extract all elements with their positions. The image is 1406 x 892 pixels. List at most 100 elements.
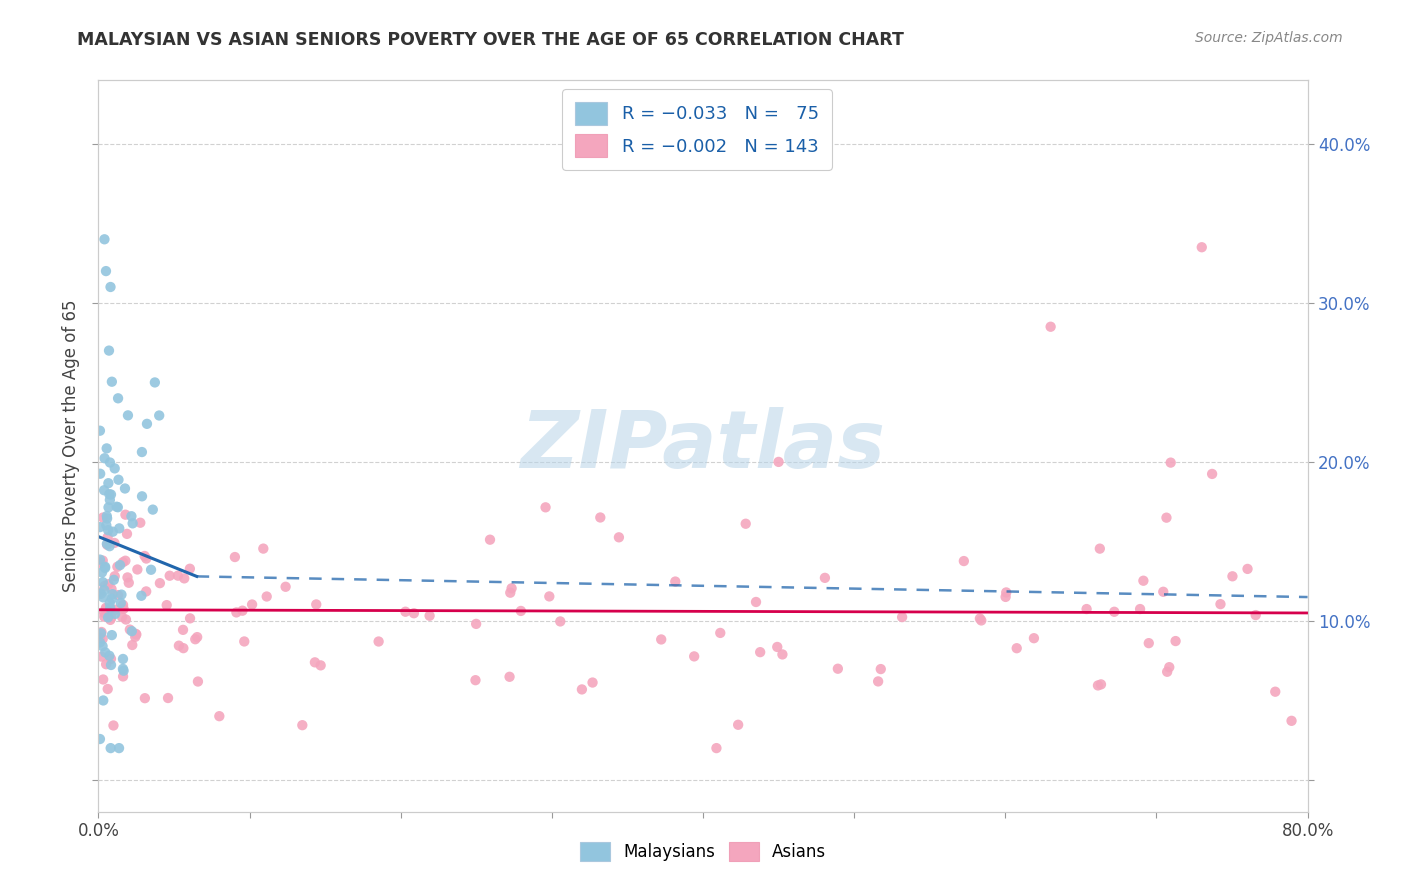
Point xyxy=(108,558,131,572)
Point xyxy=(89,731,111,746)
Point xyxy=(111,610,134,624)
Point xyxy=(402,606,425,620)
Point xyxy=(94,602,117,616)
Point xyxy=(768,455,790,469)
Point xyxy=(1088,541,1111,556)
Point xyxy=(534,500,557,515)
Point xyxy=(1191,240,1213,254)
Point xyxy=(1159,660,1181,674)
Point xyxy=(101,628,124,642)
Point xyxy=(501,582,523,596)
Point xyxy=(149,576,172,591)
Point xyxy=(89,467,111,481)
Point xyxy=(107,588,129,602)
Point xyxy=(100,280,122,294)
Text: MALAYSIAN VS ASIAN SENIORS POVERTY OVER THE AGE OF 65 CORRELATION CHART: MALAYSIAN VS ASIAN SENIORS POVERTY OVER … xyxy=(77,31,904,49)
Point xyxy=(110,588,132,602)
Point xyxy=(103,573,125,587)
Point xyxy=(650,632,672,647)
Point xyxy=(127,562,149,576)
Point xyxy=(143,376,166,390)
Point xyxy=(103,718,125,732)
Point xyxy=(94,600,117,615)
Point xyxy=(186,630,208,644)
Point xyxy=(172,623,194,637)
Point xyxy=(1160,456,1182,470)
Point xyxy=(156,598,179,612)
Point xyxy=(994,590,1017,604)
Point xyxy=(94,561,117,575)
Point xyxy=(571,682,593,697)
Point xyxy=(89,520,111,534)
Point xyxy=(108,521,131,535)
Point xyxy=(1022,631,1045,645)
Point xyxy=(224,549,246,564)
Point xyxy=(179,562,201,576)
Point xyxy=(1156,510,1178,524)
Point xyxy=(179,611,201,625)
Point xyxy=(100,610,122,624)
Point xyxy=(100,657,122,672)
Point xyxy=(683,649,706,664)
Text: ZIPatlas: ZIPatlas xyxy=(520,407,886,485)
Point xyxy=(89,424,111,438)
Point xyxy=(97,610,120,624)
Point xyxy=(706,741,728,756)
Point xyxy=(111,662,134,676)
Point xyxy=(167,639,190,653)
Point xyxy=(1236,562,1258,576)
Point xyxy=(709,626,731,640)
Point xyxy=(607,530,630,544)
Point xyxy=(749,645,772,659)
Point xyxy=(103,536,125,550)
Point xyxy=(1129,602,1152,616)
Point xyxy=(112,598,135,612)
Point xyxy=(509,604,531,618)
Point xyxy=(104,569,127,583)
Point xyxy=(89,585,111,599)
Point xyxy=(134,691,156,706)
Point xyxy=(97,681,120,696)
Point xyxy=(93,483,115,498)
Point xyxy=(93,609,115,624)
Point xyxy=(125,627,148,641)
Point xyxy=(367,634,389,648)
Point xyxy=(1264,684,1286,698)
Point xyxy=(94,559,117,574)
Point xyxy=(231,604,253,618)
Point xyxy=(98,456,121,470)
Point xyxy=(108,741,131,756)
Point xyxy=(1156,665,1178,679)
Point xyxy=(252,541,274,556)
Point xyxy=(581,675,603,690)
Text: Source: ZipAtlas.com: Source: ZipAtlas.com xyxy=(1195,31,1343,45)
Point xyxy=(479,533,502,547)
Point xyxy=(148,409,170,423)
Point xyxy=(868,674,890,689)
Point xyxy=(869,662,891,676)
Point xyxy=(114,482,136,496)
Point xyxy=(256,590,278,604)
Point xyxy=(98,487,121,501)
Point xyxy=(131,445,153,459)
Point xyxy=(167,568,190,582)
Point xyxy=(98,539,121,553)
Point xyxy=(91,553,114,567)
Point xyxy=(766,640,789,654)
Point xyxy=(89,552,111,566)
Point xyxy=(93,232,115,246)
Point xyxy=(1137,636,1160,650)
Point xyxy=(93,582,115,597)
Point xyxy=(734,516,756,531)
Point xyxy=(304,656,326,670)
Point xyxy=(1152,584,1174,599)
Point xyxy=(115,613,138,627)
Point xyxy=(134,549,156,563)
Y-axis label: Seniors Poverty Over the Age of 65: Seniors Poverty Over the Age of 65 xyxy=(62,300,80,592)
Point xyxy=(240,598,263,612)
Point xyxy=(104,461,127,475)
Point xyxy=(98,613,121,627)
Point xyxy=(135,584,157,599)
Point xyxy=(1005,641,1028,656)
Point xyxy=(970,614,993,628)
